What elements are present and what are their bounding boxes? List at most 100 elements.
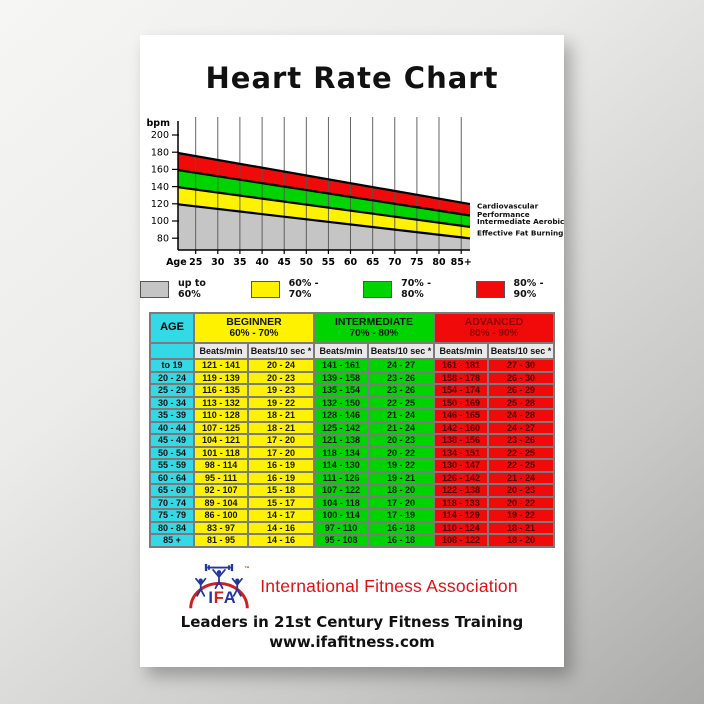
poster-title: Heart Rate Chart <box>205 61 499 95</box>
beats-min-cell: 128 - 146 <box>313 408 369 423</box>
beats-10sec-cell: 20 - 24 <box>247 358 315 373</box>
table-row: 25 - 29 116 - 135 19 - 23 135 - 154 23 - 26 1… <box>149 383 555 398</box>
beats-10sec-cell: 26 - 30 <box>487 370 555 385</box>
right-figure-icon <box>231 577 244 597</box>
table-row: 45 - 49 104 - 121 17 - 20 121 - 138 20 - 23 1… <box>149 433 555 448</box>
table-row: 65 - 69 92 - 107 15 - 18 107 - 122 18 - 20 12… <box>149 483 555 498</box>
beats-min-cell: 119 - 139 <box>193 370 249 385</box>
beats-10sec-cell: 17 - 20 <box>367 495 435 510</box>
table-row: 70 - 74 89 - 104 15 - 17 104 - 118 17 - 20 11… <box>149 495 555 510</box>
age-cell: 30 - 34 <box>149 395 195 410</box>
age-cell: to 19 <box>149 358 195 373</box>
left-figure-icon <box>195 577 207 597</box>
beats-10sec-cell: 22 - 25 <box>367 395 435 410</box>
heart-rate-table: AGE BEGINNER 60% - 70% INTERMEDIATE 70% - 80… <box>149 312 555 548</box>
age-cell: 55 - 59 <box>149 458 195 473</box>
legend-swatch <box>140 280 169 298</box>
lifter-figure-icon <box>212 568 226 589</box>
beats-per-min-header: Beats/min <box>193 342 249 360</box>
beats-10sec-cell: 23 - 26 <box>367 370 435 385</box>
chart-legend: up to 60% 60% - 70% 70% - 80% 80% - 90% <box>140 278 564 300</box>
age-cell: 80 - 84 <box>149 520 195 535</box>
beats-min-cell: 81 - 95 <box>193 533 249 548</box>
table-row: 40 - 44 107 - 125 18 - 21 125 - 142 21 - 24 1… <box>149 420 555 435</box>
beats-min-cell: 130 - 147 <box>433 458 489 473</box>
group-header-advanced: ADVANCED 80% - 90% <box>433 312 555 344</box>
beats-min-cell: 132 - 150 <box>313 395 369 410</box>
beats-min-cell: 83 - 97 <box>193 520 249 535</box>
beats-min-cell: 107 - 122 <box>313 483 369 498</box>
group-header-beginner: BEGINNER 60% - 70% <box>193 312 315 344</box>
y-tick-label: 160 <box>151 165 169 176</box>
beats-10sec-cell: 16 - 19 <box>247 458 315 473</box>
beats-min-cell: 98 - 114 <box>193 458 249 473</box>
x-tick-label: 70 <box>388 257 402 268</box>
beats-10sec-cell: 19 - 21 <box>367 470 435 485</box>
beats-10sec-cell: 20 - 23 <box>247 370 315 385</box>
zone-band <box>178 153 470 216</box>
beats-10sec-cell: 20 - 23 <box>487 483 555 498</box>
y-axis-title: bpm <box>147 118 171 129</box>
legend-label: up to 60% <box>178 278 206 300</box>
group-label: BEGINNER <box>226 315 282 328</box>
group-header-intermediate: INTERMEDIATE 70% - 80% <box>313 312 435 344</box>
beats-10sec-cell: 24 - 28 <box>487 408 555 423</box>
beats-10sec-cell: 20 - 23 <box>367 433 435 448</box>
beats-min-cell: 135 - 154 <box>313 383 369 398</box>
beats-10sec-cell: 17 - 20 <box>247 445 315 460</box>
y-tick-label: 100 <box>151 216 169 227</box>
zone-label: Cardiovascular <box>477 202 539 211</box>
beats-10sec-cell: 14 - 16 <box>247 533 315 548</box>
beats-min-cell: 154 - 174 <box>433 383 489 398</box>
footer-brand-row: I F A ™ International Fitness Associatio… <box>140 562 564 612</box>
beats-min-cell: 86 - 100 <box>193 508 249 523</box>
beats-10sec-cell: 24 - 27 <box>367 358 435 373</box>
age-cell: 40 - 44 <box>149 420 195 435</box>
legend-label: 80% - 90% <box>513 278 544 300</box>
beats-10sec-cell: 15 - 18 <box>247 483 315 498</box>
beats-10sec-cell: 16 - 18 <box>367 520 435 535</box>
zone-label: Performance <box>477 210 530 219</box>
beats-min-cell: 101 - 118 <box>193 445 249 460</box>
beats-10sec-cell: 21 - 24 <box>487 470 555 485</box>
ifa-logo: I F A ™ <box>189 563 250 608</box>
beats-10sec-cell: 21 - 24 <box>367 420 435 435</box>
beats-min-cell: 146 - 165 <box>433 408 489 423</box>
beats-10sec-cell: 21 - 24 <box>367 408 435 423</box>
beats-10sec-cell: 23 - 26 <box>487 433 555 448</box>
x-axis-title: Age <box>166 257 187 268</box>
legend-swatch <box>475 280 505 298</box>
table-header-row: AGE BEGINNER 60% - 70% INTERMEDIATE 70% - 80… <box>149 312 555 344</box>
zone-label: Effective Fat Burning <box>477 229 563 238</box>
y-tick-label: 80 <box>157 233 169 244</box>
zone-boundary-line <box>177 169 471 217</box>
beats-10sec-cell: 15 - 17 <box>247 495 315 510</box>
beats-min-cell: 113 - 132 <box>193 395 249 410</box>
zone-band <box>178 187 470 239</box>
x-tick-label: 60 <box>344 257 358 268</box>
beats-10sec-cell: 24 - 27 <box>487 420 555 435</box>
x-tick-label: 40 <box>255 257 269 268</box>
x-tick-label: 55 <box>322 257 335 268</box>
beats-min-cell: 100 - 114 <box>313 508 369 523</box>
beats-10sec-cell: 14 - 16 <box>247 520 315 535</box>
age-cell: 60 - 64 <box>149 470 195 485</box>
y-tick-label: 180 <box>151 147 169 158</box>
beats-min-cell: 104 - 118 <box>313 495 369 510</box>
beats-10sec-cell: 19 - 22 <box>247 395 315 410</box>
beats-per-min-header: Beats/min <box>433 342 489 360</box>
table-row: 55 - 59 98 - 114 16 - 19 114 - 130 19 - 22 13… <box>149 458 555 473</box>
y-tick-label: 120 <box>151 199 169 210</box>
legend-swatch <box>363 280 393 298</box>
x-tick-label: 25 <box>189 257 202 268</box>
beats-10sec-cell: 18 - 21 <box>487 520 555 535</box>
heart-rate-area-chart: 200 180 160 140 120 100 80 bpm 25 30 35 40 45 50 55 60 6… <box>147 117 564 268</box>
beats-10sec-cell: 18 - 21 <box>247 408 315 423</box>
beats-10sec-cell: 16 - 19 <box>247 470 315 485</box>
beats-min-cell: 95 - 108 <box>313 533 369 548</box>
logo-letter-i: I <box>209 588 214 606</box>
beats-10sec-cell: 18 - 20 <box>367 483 435 498</box>
beats-min-cell: 161 - 181 <box>433 358 489 373</box>
legend-item: 80% - 90% <box>475 278 564 300</box>
x-tick-label: 85+ <box>451 257 472 268</box>
